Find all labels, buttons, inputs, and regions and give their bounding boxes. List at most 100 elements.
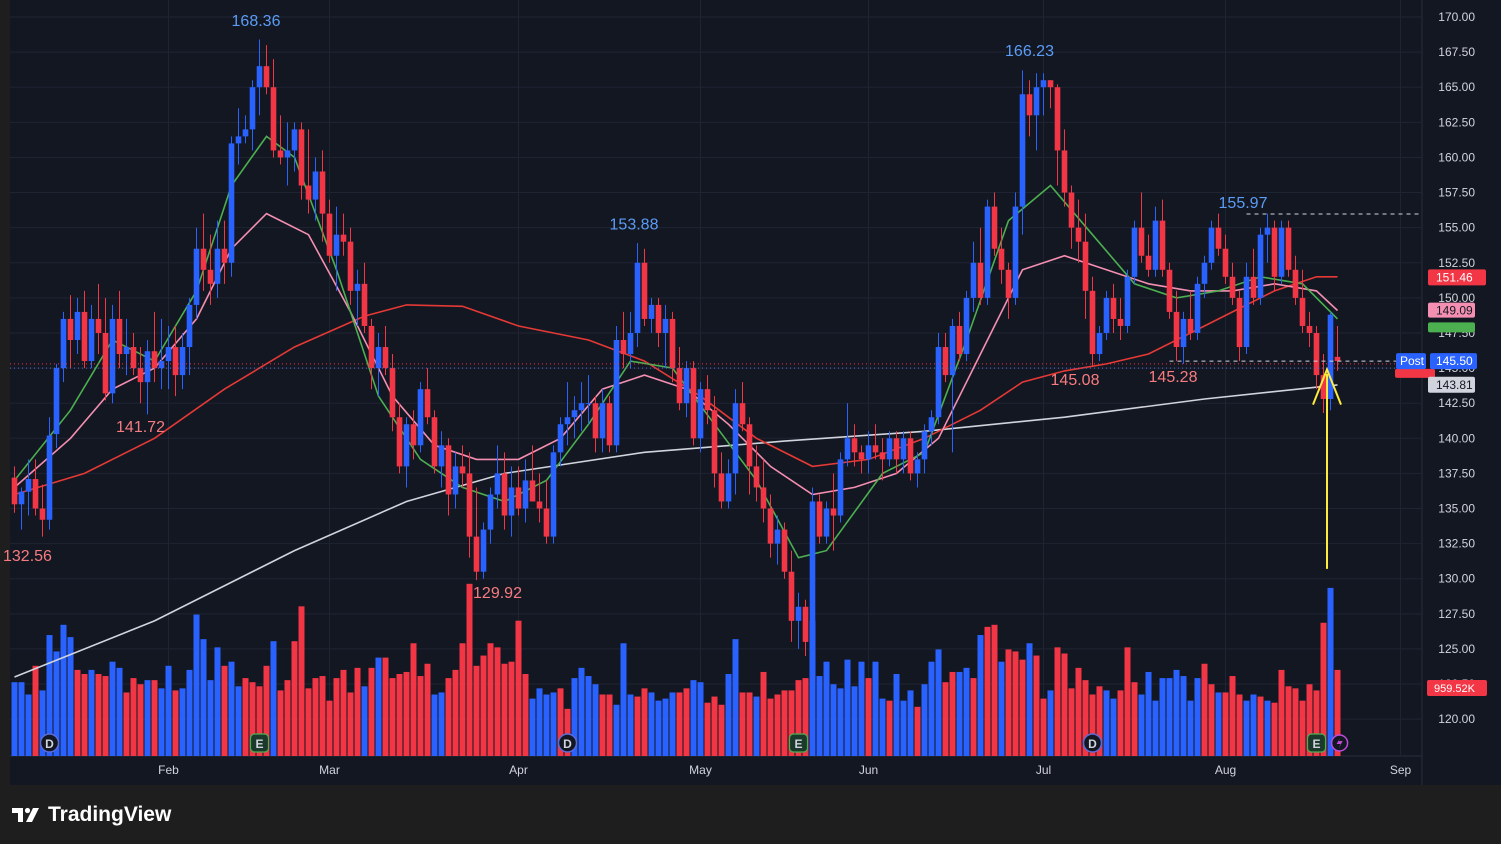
- low-label: 145.28: [1149, 369, 1198, 386]
- volume-bar: [739, 692, 746, 756]
- volume-bar: [466, 583, 473, 756]
- candle-body: [711, 410, 718, 474]
- candle-body: [676, 368, 683, 404]
- volume-bar: [1040, 698, 1047, 756]
- volume-bar: [277, 690, 284, 756]
- candle: [417, 382, 424, 453]
- volume-bar: [508, 661, 515, 756]
- candle: [333, 206, 340, 291]
- candle-body: [1180, 318, 1187, 348]
- candle: [410, 410, 417, 460]
- candle: [676, 347, 683, 411]
- volume-bar: [998, 661, 1005, 756]
- candle: [935, 332, 942, 425]
- candle-body: [963, 297, 970, 355]
- candle: [1089, 276, 1096, 367]
- candle-body: [907, 438, 914, 474]
- volume-bar: [193, 614, 200, 756]
- volume-bar: [1047, 690, 1054, 756]
- candle-body: [858, 452, 865, 460]
- candle: [515, 466, 522, 516]
- candle: [697, 382, 704, 453]
- candle: [1271, 220, 1278, 291]
- candle: [67, 295, 74, 369]
- volume-bar: [242, 678, 249, 756]
- volume-bar: [1299, 700, 1306, 756]
- candle-body: [284, 150, 291, 158]
- candle: [116, 290, 123, 369]
- ma-long-value: 143.81: [1436, 378, 1473, 392]
- volume-bar: [403, 671, 410, 756]
- candle-body: [669, 318, 676, 369]
- candle-body: [347, 241, 354, 291]
- candle: [746, 417, 753, 495]
- volume-bar: [1117, 690, 1124, 756]
- volume-bar: [809, 620, 816, 756]
- candle: [1250, 248, 1257, 305]
- volume-bar: [326, 700, 333, 756]
- candle-body: [165, 347, 172, 362]
- volume-bar: [648, 692, 655, 756]
- candle: [1278, 220, 1285, 284]
- candle: [1159, 199, 1166, 277]
- candle: [802, 599, 809, 656]
- candle-body: [515, 487, 522, 509]
- candle-body: [1334, 356, 1341, 362]
- candle: [865, 431, 872, 474]
- volume-bar: [620, 643, 627, 756]
- candle-body: [417, 389, 424, 446]
- candle: [830, 473, 837, 551]
- volume-bar: [473, 665, 480, 756]
- volume-bar: [1145, 671, 1152, 756]
- volume-bar: [102, 676, 109, 756]
- candle: [823, 501, 830, 544]
- candle: [95, 283, 102, 355]
- candle-body: [1124, 276, 1131, 326]
- volume-bar: [487, 643, 494, 756]
- candle-body: [655, 304, 662, 333]
- candle: [648, 297, 655, 333]
- candle-body: [536, 501, 543, 509]
- volume-bar: [438, 692, 445, 756]
- candle: [1173, 290, 1180, 362]
- price-tick: 125.00: [1438, 642, 1475, 656]
- earnings-icon: [1306, 733, 1327, 753]
- price-tick: 132.50: [1438, 537, 1475, 551]
- candle: [963, 290, 970, 362]
- candle: [1138, 192, 1145, 263]
- candle-body: [746, 424, 753, 467]
- volume-bar: [445, 678, 452, 756]
- candle-body: [788, 571, 795, 621]
- volume-bar: [1278, 669, 1285, 756]
- candle: [165, 325, 172, 390]
- volume-bar: [900, 700, 907, 756]
- candle-body: [214, 248, 221, 284]
- volume-bars: [11, 583, 1341, 756]
- candle-body: [494, 473, 501, 495]
- candles: [11, 39, 1341, 656]
- candle-body: [1320, 375, 1327, 399]
- candle: [753, 445, 760, 502]
- candle-body: [1201, 262, 1208, 284]
- volume-bar: [1194, 678, 1201, 756]
- volume-bar: [788, 690, 795, 756]
- volume-bar: [1222, 692, 1229, 756]
- high-low-labels: 168.36 153.88 166.23 155.97 141.72 129.9…: [3, 13, 1268, 602]
- candle-body: [879, 452, 886, 460]
- candle-body: [627, 332, 634, 355]
- candle-body: [942, 347, 949, 376]
- candle: [25, 459, 32, 516]
- high-label: 155.97: [1219, 195, 1268, 212]
- candle-body: [1187, 318, 1194, 333]
- candle-body: [753, 466, 760, 488]
- candle-body: [1173, 311, 1180, 348]
- brand-name: TradingView: [48, 803, 172, 826]
- candle: [424, 368, 431, 425]
- candle-body: [1306, 325, 1313, 333]
- volume-bar: [1012, 651, 1019, 756]
- time-tick: Aug: [1215, 763, 1236, 777]
- candle: [1019, 70, 1026, 235]
- candle-body: [900, 438, 907, 460]
- candle-body: [781, 529, 788, 572]
